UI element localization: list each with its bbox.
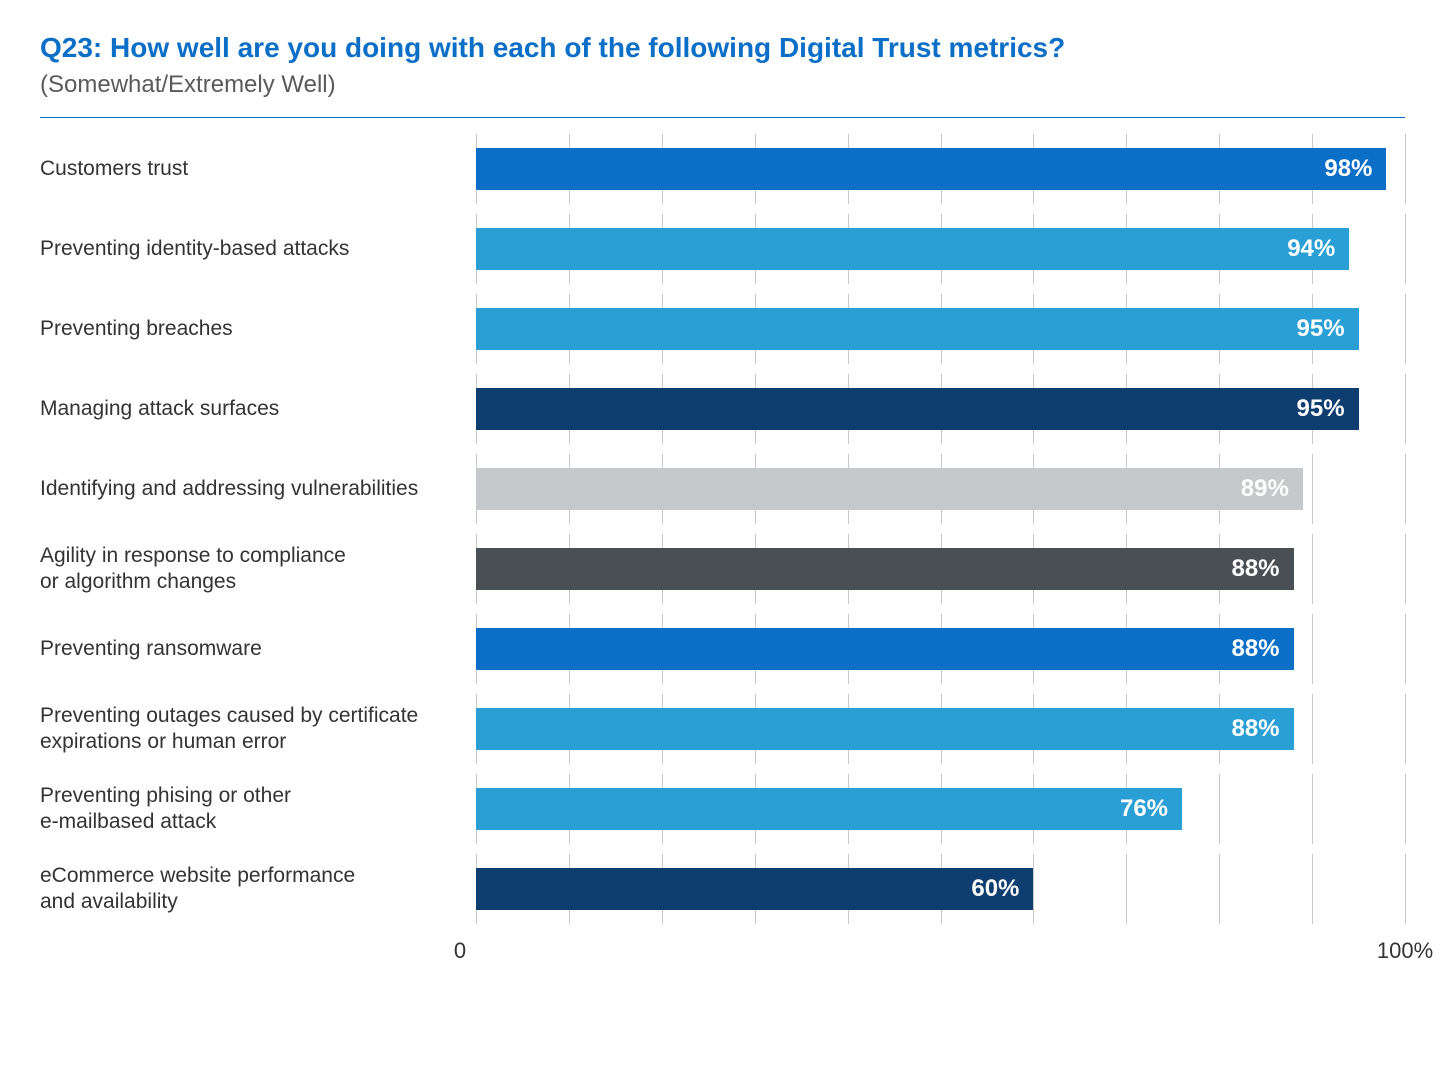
plot-area: 88% [476, 702, 1405, 756]
gridline [1033, 854, 1034, 924]
axis-max-label: 100% [1377, 938, 1433, 964]
bar-value-label: 95% [1297, 395, 1345, 423]
gridline [1405, 294, 1406, 364]
bar-row: Preventing identity-based attacks 94% [40, 222, 1405, 276]
bar: 88% [476, 708, 1294, 750]
bar: 76% [476, 788, 1182, 830]
bar-row: eCommerce website performanceand availab… [40, 862, 1405, 916]
x-axis: 0 100% [40, 932, 1405, 962]
gridline [1405, 854, 1406, 924]
bar-value-label: 88% [1231, 715, 1279, 743]
gridline [1312, 534, 1313, 604]
bar-label: Agility in response to complianceor algo… [40, 543, 476, 596]
bar-row: Preventing breaches 95% [40, 302, 1405, 356]
bar-value-label: 88% [1231, 555, 1279, 583]
bar-row: Preventing phising or othere-mailbased a… [40, 782, 1405, 836]
gridline [1405, 454, 1406, 524]
chart-subtitle: (Somewhat/Extremely Well) [40, 71, 1405, 99]
bar-label: Managing attack surfaces [40, 396, 476, 422]
bar-value-label: 98% [1324, 155, 1372, 183]
gridline [1219, 774, 1220, 844]
bar-label: eCommerce website performanceand availab… [40, 863, 476, 916]
gridline [1219, 854, 1220, 924]
bar-value-label: 89% [1241, 475, 1289, 503]
gridline [1312, 454, 1313, 524]
gridline [1312, 614, 1313, 684]
bar-label: Preventing phising or othere-mailbased a… [40, 783, 476, 836]
bar-value-label: 94% [1287, 235, 1335, 263]
gridline [1405, 774, 1406, 844]
bar: 98% [476, 148, 1386, 190]
bar-value-label: 60% [971, 875, 1019, 903]
plot-area: 76% [476, 782, 1405, 836]
plot-area: 60% [476, 862, 1405, 916]
bar-value-label: 76% [1120, 795, 1168, 823]
gridline [1405, 694, 1406, 764]
plot-area: 95% [476, 382, 1405, 436]
chart-title: Q23: How well are you doing with each of… [40, 30, 1405, 65]
axis-spacer [40, 932, 460, 962]
bar-label: Identifying and addressing vulnerabiliti… [40, 476, 476, 502]
title-rule [40, 117, 1405, 118]
gridline [1405, 374, 1406, 444]
plot-area: 88% [476, 542, 1405, 596]
bar-label: Preventing outages caused by certificate… [40, 703, 476, 756]
bar-label: Customers trust [40, 156, 476, 182]
bar-label: Preventing identity-based attacks [40, 236, 476, 262]
bar-row: Managing attack surfaces 95% [40, 382, 1405, 436]
bar: 60% [476, 868, 1033, 910]
axis-plot-area: 0 100% [460, 932, 1405, 962]
gridline [1405, 614, 1406, 684]
bar-row: Identifying and addressing vulnerabiliti… [40, 462, 1405, 516]
gridline [1312, 774, 1313, 844]
bar-label: Preventing ransomware [40, 636, 476, 662]
gridline [1312, 694, 1313, 764]
bar: 94% [476, 228, 1349, 270]
bar: 88% [476, 628, 1294, 670]
bar: 95% [476, 308, 1359, 350]
plot-area: 94% [476, 222, 1405, 276]
plot-area: 95% [476, 302, 1405, 356]
bar-row: Agility in response to complianceor algo… [40, 542, 1405, 596]
bar: 88% [476, 548, 1294, 590]
bar-chart: Customers trust 98% Preventing identity-ba… [40, 142, 1405, 916]
axis-min-label: 0 [454, 938, 466, 964]
bar-row: Preventing ransomware 88% [40, 622, 1405, 676]
gridline [1405, 134, 1406, 204]
bar-row: Preventing outages caused by certificate… [40, 702, 1405, 756]
plot-area: 89% [476, 462, 1405, 516]
bar-value-label: 95% [1297, 315, 1345, 343]
gridline [1126, 854, 1127, 924]
bar-label: Preventing breaches [40, 316, 476, 342]
gridline [1405, 534, 1406, 604]
bar-value-label: 88% [1231, 635, 1279, 663]
bar: 95% [476, 388, 1359, 430]
gridline [1405, 214, 1406, 284]
bar: 89% [476, 468, 1303, 510]
chart-page: Q23: How well are you doing with each of… [0, 0, 1445, 1080]
plot-area: 98% [476, 142, 1405, 196]
bar-row: Customers trust 98% [40, 142, 1405, 196]
gridline [1312, 854, 1313, 924]
plot-area: 88% [476, 622, 1405, 676]
